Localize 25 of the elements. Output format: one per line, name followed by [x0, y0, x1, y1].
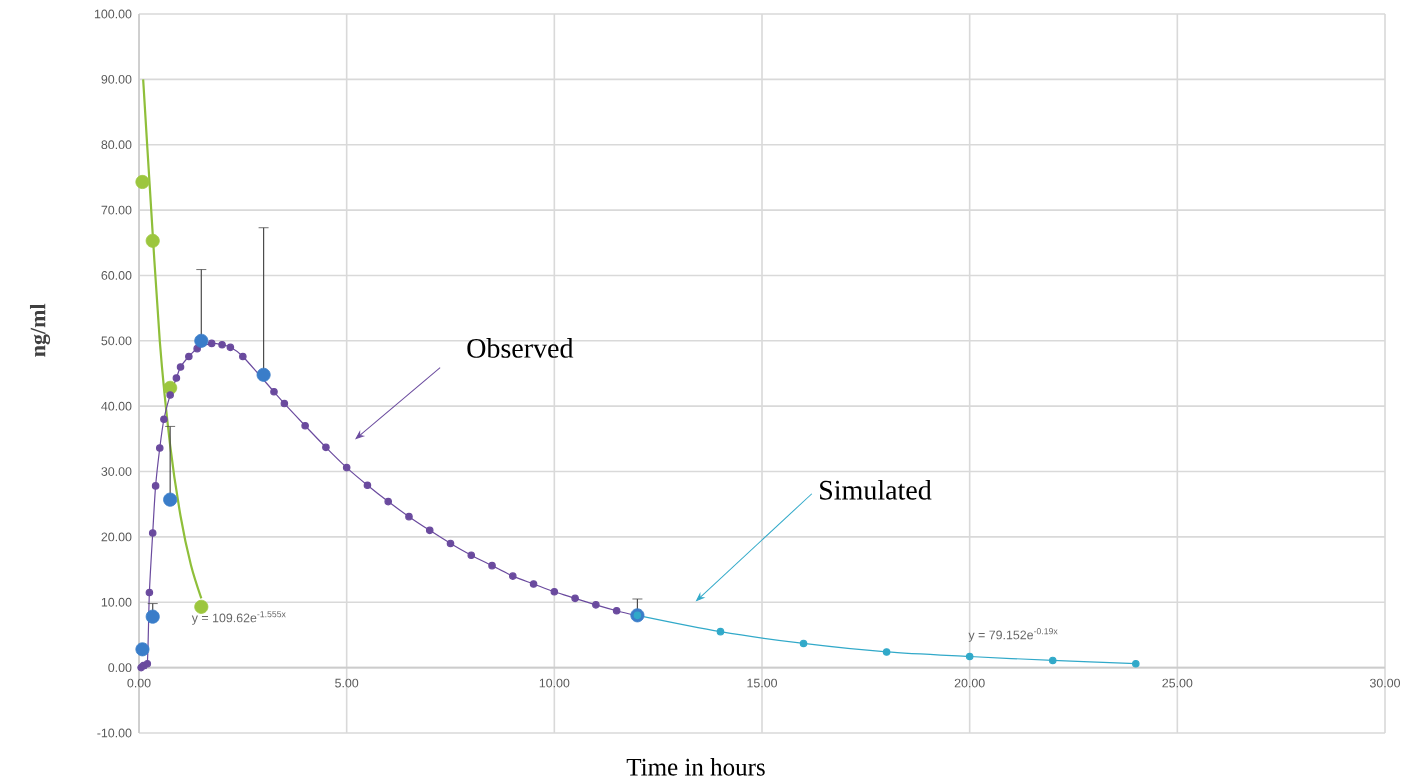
x-tick-label: 20.00 — [954, 678, 985, 688]
x-tick-label: 0.00 — [127, 678, 151, 688]
annotation: y = 109.62e$^{-1.555x}$ — [191, 611, 286, 625]
annotation: Observed — [467, 338, 574, 358]
y-tick-label: 90.00 — [101, 74, 132, 84]
y-axis-title: ng/ml — [29, 303, 51, 357]
x-tick-label: 30.00 — [1369, 678, 1401, 688]
x-tick-label: 5.00 — [335, 678, 359, 688]
y-tick-label: 30.00 — [101, 467, 132, 476]
annotation: y = 79.152e$^{-0.19x}$ — [968, 628, 1058, 642]
y-tick-label: 60.00 — [101, 271, 132, 280]
x-tick-label: 10.00 — [539, 678, 570, 688]
x-tick-label: 25.00 — [1162, 678, 1193, 688]
y-tick-label: 10.00 — [101, 597, 132, 607]
y-tick-label: 50.00 — [101, 336, 132, 346]
x-tick-label: 15.00 — [747, 678, 778, 688]
y-tick-label: 40.00 — [101, 401, 132, 411]
annotation: Simulated — [820, 479, 932, 500]
y-tick-label: 0.00 — [108, 663, 132, 673]
x-axis-title: Time in hours — [626, 758, 765, 776]
y-tick-label: 20.00 — [101, 532, 132, 542]
y-tick-label: -10.00 — [97, 728, 132, 738]
y-tick-label: 100.00 — [94, 9, 132, 19]
y-tick-label: 70.00 — [101, 205, 132, 215]
y-tick-label: 80.00 — [101, 140, 132, 150]
